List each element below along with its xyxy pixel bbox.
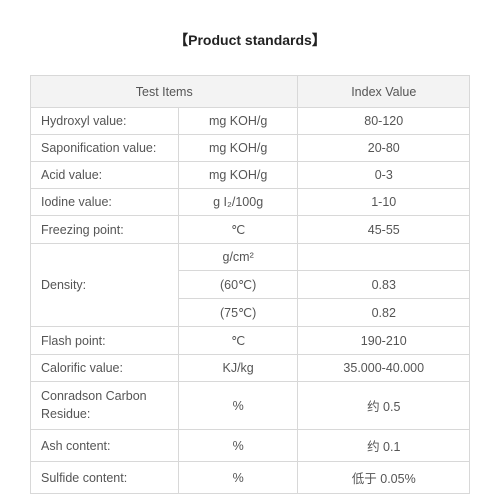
cell-name: Density:	[31, 244, 179, 327]
cell-unit: ℃	[178, 327, 298, 355]
cell-unit: ℃	[178, 216, 298, 244]
cell-name: Saponification value:	[31, 135, 179, 162]
cell-unit: %	[178, 382, 298, 430]
header-index-value: Index Value	[298, 76, 470, 108]
cell-unit: KJ/kg	[178, 355, 298, 382]
cell-value: 20-80	[298, 135, 470, 162]
cell-value: 45-55	[298, 216, 470, 244]
cell-value: 0.82	[298, 299, 470, 327]
table-row: Ash content: % 约 0.1	[31, 430, 470, 462]
cell-name: Freezing point:	[31, 216, 179, 244]
cell-value: 1-10	[298, 189, 470, 216]
cell-name: Sulfide content:	[31, 462, 179, 494]
cell-value	[298, 244, 470, 271]
cell-value: 80-120	[298, 108, 470, 135]
cell-unit: mg KOH/g	[178, 108, 298, 135]
cell-unit: g/cm²	[178, 244, 298, 271]
table-row: Conradson Carbon Residue: % 约 0.5	[31, 382, 470, 430]
cell-value: 约 0.5	[298, 382, 470, 430]
cell-value: 35.000-40.000	[298, 355, 470, 382]
table-row: Saponification value: mg KOH/g 20-80	[31, 135, 470, 162]
standards-table: Test Items Index Value Hydroxyl value: m…	[30, 75, 470, 494]
table-row: Iodine value: g I₂/100g 1-10	[31, 189, 470, 216]
cell-name: Flash point:	[31, 327, 179, 355]
table-row: Freezing point: ℃ 45-55	[31, 216, 470, 244]
table-row: Sulfide content: % 低于 0.05%	[31, 462, 470, 494]
table-row: Density: g/cm²	[31, 244, 470, 271]
cell-unit: (75℃)	[178, 299, 298, 327]
table-row: Acid value: mg KOH/g 0-3	[31, 162, 470, 189]
page-title: 【Product standards】	[0, 0, 500, 65]
cell-unit: mg KOH/g	[178, 135, 298, 162]
cell-name: Ash content:	[31, 430, 179, 462]
cell-unit: mg KOH/g	[178, 162, 298, 189]
cell-unit: %	[178, 430, 298, 462]
table-row: Flash point: ℃ 190-210	[31, 327, 470, 355]
cell-name: Hydroxyl value:	[31, 108, 179, 135]
cell-value: 190-210	[298, 327, 470, 355]
cell-name: Iodine value:	[31, 189, 179, 216]
table-row: Hydroxyl value: mg KOH/g 80-120	[31, 108, 470, 135]
cell-name: Calorific value:	[31, 355, 179, 382]
header-test-items: Test Items	[31, 76, 298, 108]
cell-value: 0.83	[298, 271, 470, 299]
cell-value: 0-3	[298, 162, 470, 189]
cell-name: Acid value:	[31, 162, 179, 189]
cell-name: Conradson Carbon Residue:	[31, 382, 179, 430]
cell-value: 低于 0.05%	[298, 462, 470, 494]
table-row: Calorific value: KJ/kg 35.000-40.000	[31, 355, 470, 382]
table-header-row: Test Items Index Value	[31, 76, 470, 108]
cell-value: 约 0.1	[298, 430, 470, 462]
cell-unit: (60℃)	[178, 271, 298, 299]
cell-unit: g I₂/100g	[178, 189, 298, 216]
cell-unit: %	[178, 462, 298, 494]
